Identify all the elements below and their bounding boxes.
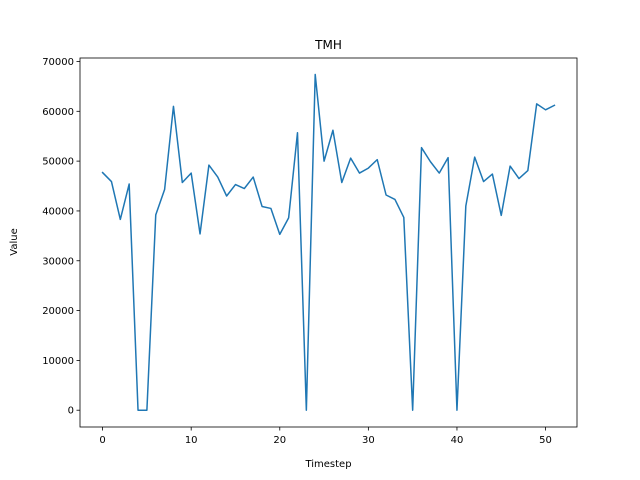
y-tick-label-0: 0	[68, 406, 74, 417]
y-tick-label-2: 20000	[42, 306, 74, 317]
y-tick-label-6: 60000	[42, 107, 74, 118]
y-tick-label-4: 40000	[42, 206, 74, 217]
y-axis-ticks: 0 10000 20000 30000 40000 50000 60000 70000	[42, 57, 80, 417]
x-axis-label: Timestep	[304, 459, 351, 470]
axes-frame	[79, 57, 578, 428]
y-tick-label-3: 30000	[42, 256, 74, 267]
x-tick-label-0: 0	[99, 435, 105, 446]
series-line-0	[101, 73, 556, 411]
plot-area	[79, 57, 578, 428]
y-axis-label: Value	[9, 228, 20, 255]
y-tick-label-7: 70000	[42, 57, 74, 68]
x-tick-label-3: 30	[362, 435, 375, 446]
x-tick-label-1: 10	[185, 435, 198, 446]
chart-title: TMH	[314, 38, 342, 52]
y-tick-label-5: 50000	[42, 157, 74, 168]
x-axis-ticks: 0 10 20 30 40 50	[99, 427, 552, 446]
x-tick-label-2: 20	[273, 435, 286, 446]
y-tick-label-1: 10000	[42, 356, 74, 367]
x-tick-label-5: 50	[539, 435, 552, 446]
x-tick-label-4: 40	[451, 435, 464, 446]
